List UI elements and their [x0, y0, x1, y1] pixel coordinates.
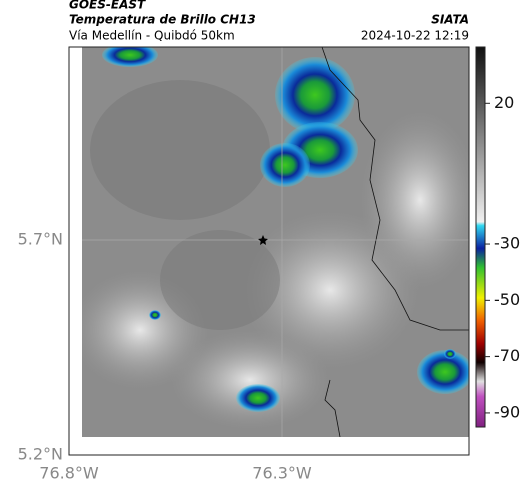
- colorbar-tick-label: -70: [494, 346, 520, 365]
- colorbar-tick-label: 20: [494, 93, 514, 112]
- colorbar-tick-label: -30: [494, 234, 520, 253]
- source: SIATA: [431, 13, 469, 27]
- lon-label: 76.8°W: [39, 464, 99, 483]
- agency: GOES-EAST: [69, 0, 146, 12]
- satellite-image: [82, 47, 469, 437]
- colorbar-tick-label: -50: [494, 290, 520, 309]
- timestamp: 2024-10-22 12:19: [361, 29, 469, 43]
- subtitle: Vía Medellín - Quibdó 50km: [69, 29, 235, 43]
- colorbar-tick-label: -90: [494, 402, 520, 421]
- colorbar: [475, 46, 486, 428]
- lat-label: 5.2°N: [18, 445, 63, 464]
- title: Temperatura de Brillo CH13: [69, 13, 256, 27]
- lat-label: 5.7°N: [18, 230, 63, 249]
- lon-label: 76.3°W: [252, 464, 312, 483]
